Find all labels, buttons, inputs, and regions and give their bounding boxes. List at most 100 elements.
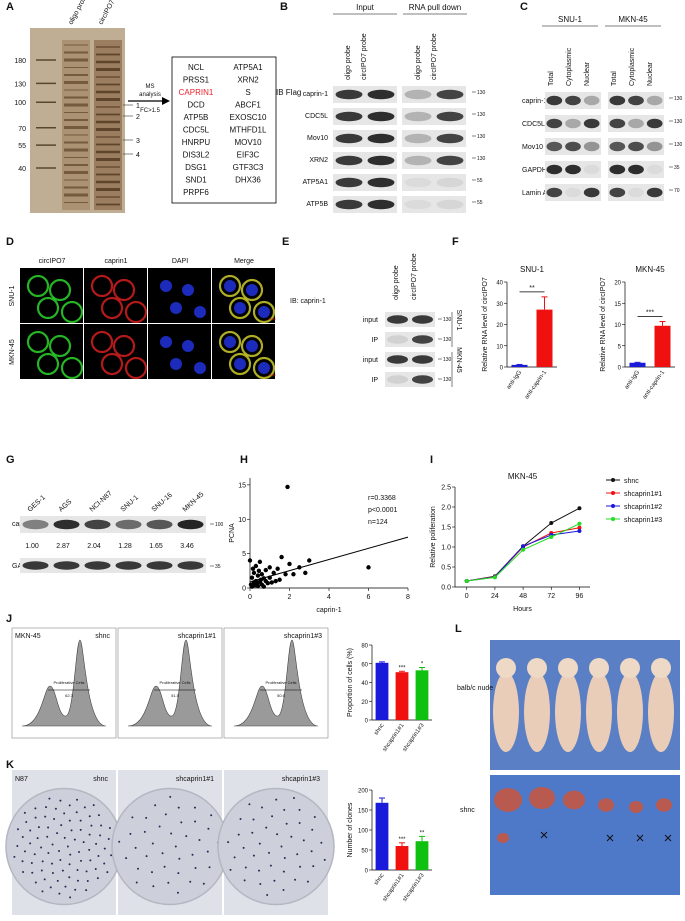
colony <box>88 833 91 836</box>
colony <box>164 813 167 816</box>
cell <box>90 274 114 298</box>
protein-name: S <box>245 88 250 97</box>
colony <box>45 806 48 809</box>
cell <box>228 296 252 320</box>
colony <box>151 842 154 845</box>
cell <box>252 356 276 380</box>
blot-band <box>412 335 433 344</box>
label: Total <box>611 71 618 86</box>
marker-label: 130 <box>443 357 452 363</box>
panel-label: C <box>520 1 528 13</box>
point <box>275 566 280 571</box>
colony <box>302 839 305 842</box>
nucleus <box>194 306 206 318</box>
y-tick-label: 5 <box>242 551 246 558</box>
nucleus <box>246 284 258 296</box>
colony <box>260 806 263 809</box>
bar <box>395 672 409 720</box>
colony <box>34 881 37 884</box>
blot-band <box>387 375 408 384</box>
blot-band <box>404 89 432 100</box>
nucleus <box>224 280 236 292</box>
label: Cytoplasmic <box>566 47 573 86</box>
label: 4 <box>136 152 140 159</box>
blot-band <box>335 89 363 100</box>
colony <box>40 869 43 872</box>
blot-band <box>609 187 626 198</box>
y-tick-label: 40 <box>361 681 368 687</box>
colony <box>194 867 197 870</box>
blot-band <box>146 561 173 570</box>
tumor <box>563 790 585 810</box>
blot-band <box>412 355 433 364</box>
colony <box>88 815 91 818</box>
gate-label: Proliferative Cells <box>53 680 84 685</box>
blot-band <box>53 519 80 530</box>
blot-band <box>609 141 626 152</box>
y-tick-label: 100 <box>358 829 369 835</box>
protein-name: DHX36 <box>235 176 261 185</box>
colony <box>135 881 138 884</box>
cell <box>240 278 264 302</box>
colony <box>90 824 93 827</box>
colony <box>176 891 179 894</box>
colony <box>43 878 46 881</box>
gel-lane <box>62 40 90 210</box>
mouse-head <box>589 658 609 678</box>
blot-band <box>546 164 563 175</box>
protein-name: GTF3C3 <box>233 163 264 172</box>
colony <box>23 811 26 814</box>
plate <box>5 787 123 906</box>
point <box>267 565 272 570</box>
significance: ** <box>529 285 535 292</box>
colony <box>320 841 323 844</box>
colony <box>79 819 82 822</box>
label: Merge <box>234 258 254 265</box>
x-axis-label: caprin-1 <box>316 607 341 614</box>
marker-label: 130 <box>443 337 452 343</box>
protein-name: ATP5B <box>184 113 209 122</box>
protein-name: CDC5L <box>183 126 210 135</box>
colony <box>46 835 49 838</box>
panel-label: F <box>452 236 459 248</box>
stat-label: p<0.0001 <box>368 507 397 514</box>
label: Cytoplasmic <box>629 47 636 86</box>
nucleus <box>234 358 246 370</box>
colony <box>198 839 201 842</box>
colony <box>276 833 279 836</box>
blot-band <box>53 561 80 570</box>
blot-band <box>84 519 111 530</box>
colony <box>34 816 37 819</box>
cell-label: MKN-45 <box>15 633 41 640</box>
colony <box>95 842 98 845</box>
colony <box>30 862 33 865</box>
point <box>283 572 288 577</box>
colony <box>312 865 315 868</box>
marker-label: 130 <box>477 112 486 118</box>
colony <box>64 885 67 888</box>
y-tick-label: 200 <box>358 789 369 795</box>
colony <box>56 879 59 882</box>
x-tick-label: 6 <box>367 594 371 601</box>
point <box>285 484 290 490</box>
colony <box>89 859 92 862</box>
colony <box>178 857 181 860</box>
colony <box>25 820 28 823</box>
blot-band <box>646 187 663 198</box>
cell <box>26 274 50 298</box>
blot-band <box>646 95 663 106</box>
label: MS <box>146 84 155 90</box>
legend-marker <box>611 504 615 508</box>
mouse-head <box>558 658 578 678</box>
protein-name: DSG1 <box>185 163 207 172</box>
bar <box>395 846 409 870</box>
nucleus <box>234 302 246 314</box>
protein-name: MTHFD1L <box>230 126 267 135</box>
colony <box>21 836 24 839</box>
blot-band <box>546 118 563 129</box>
label: IB Flag <box>276 88 301 97</box>
chart-title: MKN-45 <box>635 265 665 274</box>
colony <box>40 846 43 849</box>
colony <box>29 829 32 832</box>
